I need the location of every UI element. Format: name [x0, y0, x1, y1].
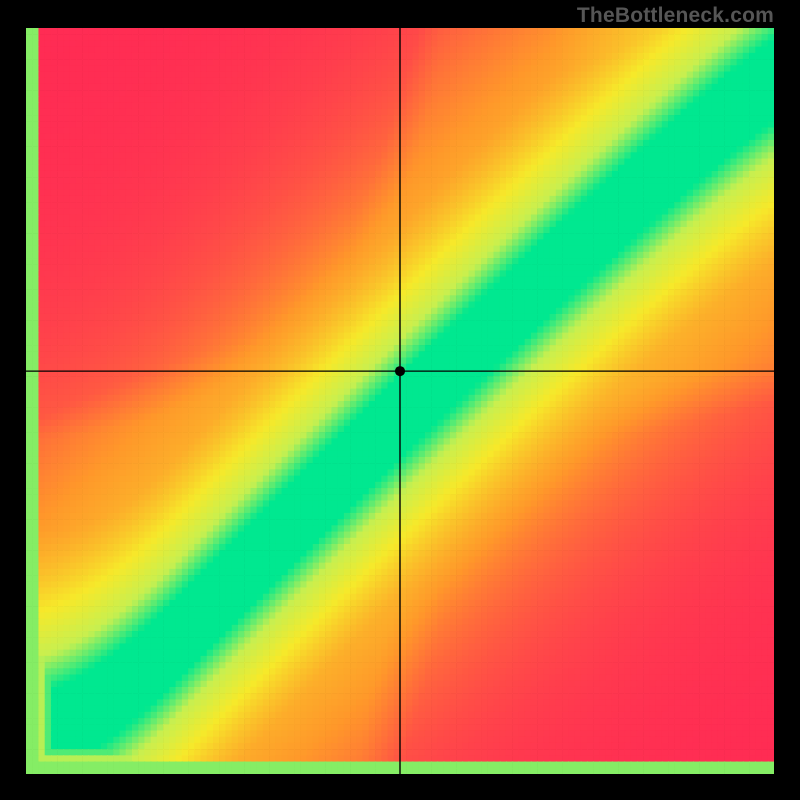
watermark-text: TheBottleneck.com	[577, 4, 774, 28]
bottleneck-heatmap	[26, 28, 774, 774]
